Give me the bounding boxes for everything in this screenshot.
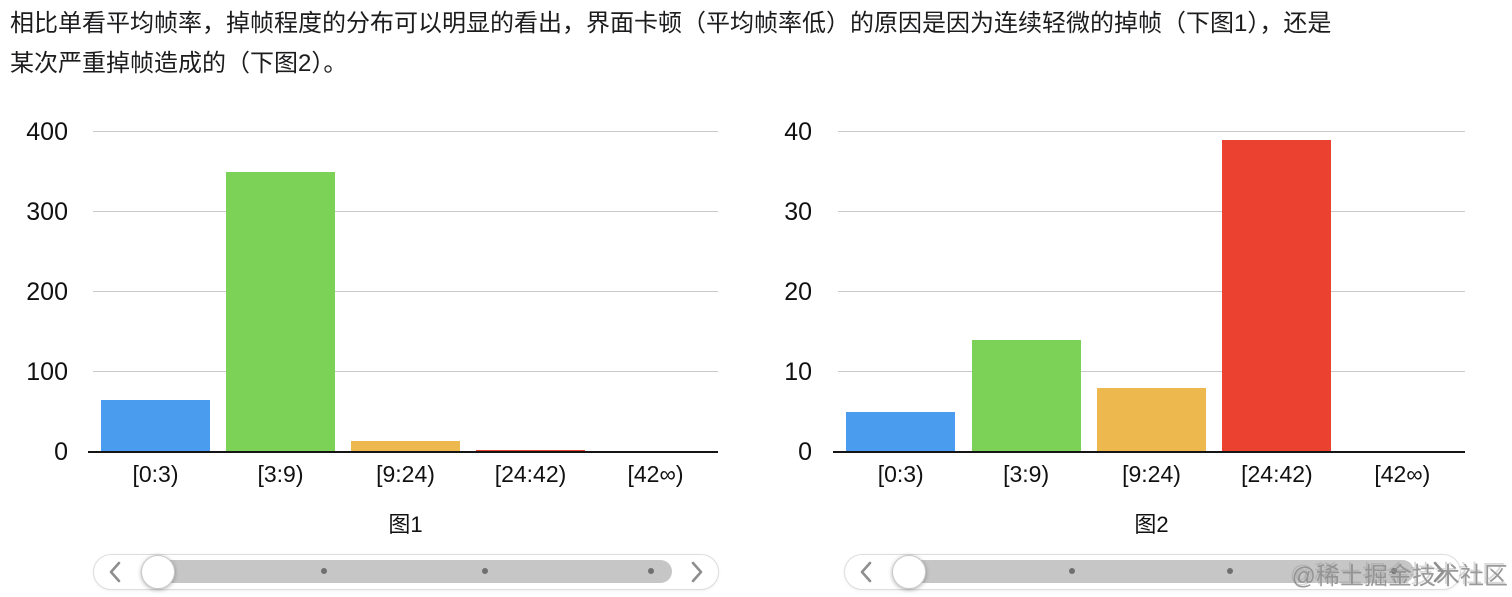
y-axis-tick-label: 30 bbox=[784, 198, 812, 226]
figure-1-caption: 图1 bbox=[388, 512, 423, 537]
bar-slot bbox=[963, 132, 1088, 452]
track-dot bbox=[1390, 568, 1397, 574]
figure-2-bars bbox=[838, 132, 1465, 452]
figure-2-datazoom-slider[interactable] bbox=[844, 554, 1461, 590]
figure-1-x-axis-line bbox=[88, 451, 718, 453]
x-axis-category-label: [9:24) bbox=[376, 461, 435, 487]
bar-slot bbox=[593, 132, 718, 452]
x-axis-category-label: [42∞) bbox=[627, 461, 684, 487]
bar-[3:9) bbox=[226, 172, 335, 452]
scroll-right-arrow-icon[interactable] bbox=[1431, 561, 1447, 583]
y-axis-tick-label: 10 bbox=[784, 358, 812, 386]
figure-2-x-axis-labels: [0:3) [3:9) [9:24) [24:42) [42∞) bbox=[838, 461, 1465, 488]
scrollbar-track[interactable] bbox=[892, 555, 1414, 589]
x-axis-category-label: [24:42) bbox=[494, 461, 567, 487]
y-axis-tick-label: 0 bbox=[798, 438, 812, 466]
x-axis-category-label: [3:9) bbox=[257, 461, 304, 487]
gridline bbox=[838, 291, 1465, 292]
x-axis-category-label: [0:3) bbox=[877, 461, 924, 487]
y-axis-tick-label: 400 bbox=[26, 118, 68, 146]
bar-[24:42) bbox=[1222, 140, 1332, 452]
bar-[0:3) bbox=[846, 412, 956, 452]
track-dot bbox=[320, 568, 327, 574]
figure-1-plot-area bbox=[88, 131, 718, 453]
paragraph-line-1: 相比单看平均帧率，掉帧程度的分布可以明显的看出，界面卡顿（平均帧率低）的原因是因… bbox=[10, 10, 1332, 37]
figure-2-caption: 图2 bbox=[1134, 512, 1169, 537]
y-axis-tick-label: 40 bbox=[784, 118, 812, 146]
x-axis-category-label: [24:42) bbox=[1241, 461, 1313, 487]
figure-1-x-axis-labels: [0:3) [3:9) [9:24) [24:42) [42∞) bbox=[93, 461, 718, 488]
bar-slot bbox=[218, 132, 343, 452]
gridline bbox=[93, 211, 718, 212]
intro-paragraph: 相比单看平均帧率，掉帧程度的分布可以明显的看出，界面卡顿（平均帧率低）的原因是因… bbox=[10, 4, 1510, 84]
figure-1-datazoom-slider[interactable] bbox=[93, 554, 719, 590]
figure-2-x-axis-line bbox=[833, 451, 1465, 453]
bar-slot bbox=[838, 132, 963, 452]
bar-slot bbox=[343, 132, 468, 452]
track-dot bbox=[1227, 568, 1234, 574]
figure-1-y-axis: 0 100 200 300 400 bbox=[8, 118, 68, 466]
bar-[9:24) bbox=[351, 440, 460, 452]
scrollbar-knob[interactable] bbox=[892, 555, 926, 589]
scrollbar-knob[interactable] bbox=[141, 555, 175, 589]
paragraph-line-2: 某次严重掉帧造成的（下图2）。 bbox=[10, 50, 348, 77]
bar-slot bbox=[1089, 132, 1214, 452]
bar-[9:24) bbox=[1096, 388, 1207, 452]
bar-[0:3) bbox=[101, 400, 210, 452]
bar-slot bbox=[93, 132, 218, 452]
gridline bbox=[93, 371, 718, 372]
y-axis-tick-label: 20 bbox=[784, 278, 812, 306]
gridline bbox=[838, 371, 1465, 372]
track-dot bbox=[648, 568, 655, 574]
gridline bbox=[93, 291, 718, 292]
bar-[3:9) bbox=[971, 340, 1081, 452]
scrollbar-track[interactable] bbox=[141, 555, 672, 589]
bar-slot bbox=[468, 132, 593, 452]
x-axis-category-label: [0:3) bbox=[132, 461, 179, 487]
scroll-left-arrow-icon[interactable] bbox=[858, 561, 874, 583]
gridline bbox=[838, 131, 1465, 132]
x-axis-category-label: [3:9) bbox=[1003, 461, 1050, 487]
bar-slot bbox=[1340, 132, 1465, 452]
x-axis-category-label: [42∞) bbox=[1374, 461, 1431, 487]
y-axis-tick-label: 300 bbox=[26, 198, 68, 226]
scroll-left-arrow-icon[interactable] bbox=[107, 561, 123, 583]
y-axis-tick-label: 200 bbox=[26, 278, 68, 306]
gridline bbox=[838, 211, 1465, 212]
track-dot bbox=[481, 568, 488, 574]
site-watermark: @稀土掘金技术社区 bbox=[1291, 563, 1508, 590]
scroll-right-arrow-icon[interactable] bbox=[689, 561, 705, 583]
figure-2-plot-area bbox=[833, 131, 1465, 453]
x-axis-category-label: [9:24) bbox=[1122, 461, 1181, 487]
track-dot bbox=[1068, 568, 1075, 574]
bar-slot bbox=[1214, 132, 1339, 452]
y-axis-tick-label: 0 bbox=[54, 438, 68, 466]
gridline bbox=[93, 131, 718, 132]
figure-1-bars bbox=[93, 132, 718, 452]
y-axis-tick-label: 100 bbox=[26, 358, 68, 386]
bar-[24:42) bbox=[476, 449, 585, 452]
figure-2-y-axis: 0 10 20 30 40 bbox=[752, 118, 812, 466]
